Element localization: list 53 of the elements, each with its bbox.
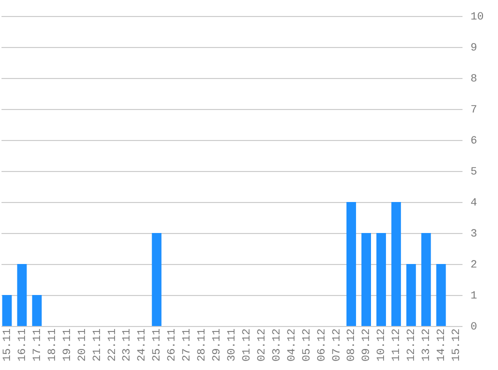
x-tick-label: 14.12 [436,328,448,362]
bar [32,295,42,326]
x-tick-label: 10.12 [376,328,388,362]
x-tick-label: 07.12 [331,328,344,362]
x-tick-label: 23.11 [122,328,134,362]
x-tick-label: 24.11 [136,328,149,362]
x-tick-label: 16.11 [16,328,29,362]
bar [346,202,356,326]
x-tick-label: 29.11 [212,328,224,362]
x-tick-label: 22.11 [106,328,119,362]
x-tick-label: 28.11 [196,328,209,362]
y-tick-label: 10 [470,12,484,24]
y-tick-label: 3 [470,228,478,240]
bar [391,202,401,326]
x-tick-label: 06.12 [316,328,328,362]
bar [152,233,162,326]
y-tick-label: 6 [470,136,478,148]
x-tick-label: 13.12 [421,328,434,362]
x-tick-label: 02.12 [256,328,268,362]
x-tick-label: 05.12 [301,328,314,362]
y-tick-label: 9 [470,42,478,54]
bar [421,233,431,326]
x-tick-label: 21.11 [92,328,104,362]
y-tick-label: 4 [470,198,478,210]
y-tick-label: 5 [470,166,478,178]
bar [17,264,27,326]
x-tick-label: 03.12 [271,328,284,362]
x-tick-label: 15.12 [451,328,464,362]
x-tick-label: 25.11 [152,328,164,362]
bar [406,264,416,326]
bar [2,295,12,326]
bar [436,264,446,326]
x-tick-label: 12.12 [406,328,418,362]
x-tick-label: 18.11 [46,328,59,362]
y-tick-label: 0 [470,322,478,334]
bar [376,233,386,326]
x-tick-label: 08.12 [346,328,358,362]
y-tick-label: 1 [470,290,478,302]
y-tick-label: 2 [470,260,478,272]
x-tick-label: 27.11 [182,328,194,362]
x-tick-label: 20.11 [76,328,89,362]
bar [361,233,371,326]
x-tick-label: 04.12 [286,328,298,362]
x-tick-label: 26.11 [166,328,179,362]
x-tick-label: 30.11 [226,328,238,362]
x-tick-label: 15.11 [2,328,14,362]
y-tick-label: 7 [470,104,478,116]
x-tick-label: 09.12 [361,328,374,362]
x-tick-label: 17.11 [32,328,44,362]
y-tick-label: 8 [470,74,478,86]
x-tick-label: 11.12 [391,328,404,362]
x-tick-label: 19.11 [62,328,74,362]
x-tick-label: 01.12 [241,328,254,362]
